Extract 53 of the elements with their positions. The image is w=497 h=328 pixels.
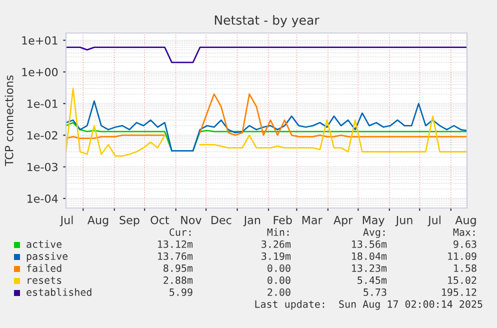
text: 2.88m bbox=[164, 276, 193, 284]
text: Last update: Sun Aug 17 02:00:14 2025 bbox=[255, 300, 482, 310]
x-tick-label: Feb bbox=[274, 216, 292, 224]
legend-label: resets bbox=[28, 276, 62, 284]
text: 5.73 bbox=[364, 288, 386, 296]
text: 5.45m bbox=[358, 276, 387, 284]
x-tick-label: Jun bbox=[395, 216, 412, 226]
text: Min: bbox=[267, 228, 289, 236]
text: 195.12 bbox=[442, 288, 476, 296]
text: Max: bbox=[453, 228, 475, 236]
text: 9.63 bbox=[454, 240, 476, 248]
x-tick-label: Jan bbox=[243, 216, 260, 226]
y-tick-label: 1e-02 bbox=[28, 131, 58, 140]
chart-title: Netstat - by year bbox=[214, 15, 320, 28]
x-tick-label: Aug bbox=[455, 216, 476, 226]
x-tick-label: Sep bbox=[120, 216, 140, 226]
x-tick-label: May bbox=[362, 216, 384, 226]
x-tick-label: Mar bbox=[302, 216, 322, 224]
legend-label: failed bbox=[26, 264, 62, 272]
y-tick-label: 1e+00 bbox=[22, 68, 58, 76]
x-tick-label: Jul bbox=[427, 216, 440, 226]
y-axis-title: TCP connections bbox=[4, 75, 14, 166]
text: 13.23m bbox=[352, 264, 387, 272]
text: 8.95m bbox=[164, 264, 193, 272]
text: Cur: bbox=[170, 228, 191, 236]
legend-label: established bbox=[26, 288, 92, 296]
y-tick-label: 1e-01 bbox=[28, 100, 58, 108]
text: 13.76m bbox=[158, 252, 193, 260]
x-tick-label: Oct bbox=[150, 216, 170, 224]
text: 3.19m bbox=[262, 252, 291, 260]
y-tick-label: 1e+01 bbox=[22, 36, 58, 45]
text: 0.00 bbox=[268, 264, 290, 272]
y-tick-label: 1e-03 bbox=[28, 162, 58, 172]
text: 3.26m bbox=[262, 240, 291, 248]
x-tick-label: Jul bbox=[60, 216, 73, 226]
legend-label: passive bbox=[26, 252, 68, 262]
text: Avg: bbox=[363, 228, 385, 238]
y-tick-label: 1e-04 bbox=[28, 194, 58, 203]
text: 11.09 bbox=[448, 252, 476, 260]
text: 15.02 bbox=[448, 276, 476, 284]
x-tick-label: Apr bbox=[334, 216, 353, 226]
text: 2.00 bbox=[268, 288, 290, 296]
text: 18.04m bbox=[352, 252, 387, 260]
text: 13.12m bbox=[158, 240, 193, 248]
x-tick-label: Dec bbox=[212, 216, 232, 224]
text: 0.00 bbox=[268, 276, 290, 284]
text: 13.56m bbox=[352, 240, 387, 248]
line-series bbox=[66, 100, 467, 152]
x-tick-label: Nov bbox=[181, 216, 202, 224]
text: 1.58 bbox=[454, 264, 476, 272]
legend-label: active bbox=[26, 240, 62, 248]
text: 5.99 bbox=[170, 288, 192, 296]
x-tick-label: Aug bbox=[87, 216, 108, 226]
